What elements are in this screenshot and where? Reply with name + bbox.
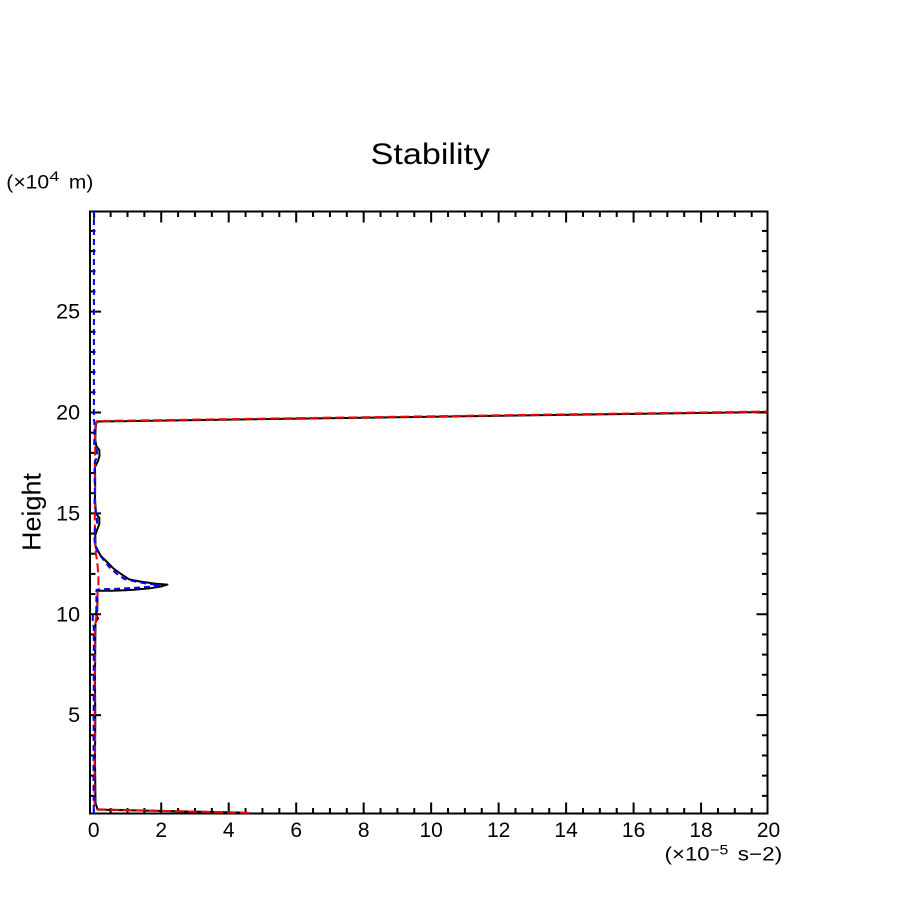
svg-text:5: 5 bbox=[68, 703, 80, 727]
svg-text:25: 25 bbox=[56, 300, 80, 324]
svg-text:20: 20 bbox=[56, 401, 80, 425]
svg-text:(×10: (×10 bbox=[6, 172, 49, 193]
svg-text:s−2): s−2) bbox=[738, 845, 782, 866]
svg-text:0: 0 bbox=[88, 819, 100, 842]
svg-text:14: 14 bbox=[554, 819, 578, 842]
svg-text:10: 10 bbox=[56, 602, 80, 626]
svg-text:−5: −5 bbox=[710, 842, 728, 858]
svg-text:4: 4 bbox=[223, 819, 235, 842]
svg-text:Stability: Stability bbox=[371, 138, 490, 171]
svg-text:2: 2 bbox=[155, 819, 167, 842]
svg-text:10: 10 bbox=[419, 819, 442, 842]
svg-text:16: 16 bbox=[622, 819, 645, 842]
svg-text:20: 20 bbox=[757, 819, 780, 842]
svg-text:12: 12 bbox=[487, 819, 510, 842]
svg-text:Height: Height bbox=[17, 472, 47, 551]
svg-text:(×10: (×10 bbox=[665, 845, 710, 866]
svg-text:6: 6 bbox=[290, 819, 302, 842]
svg-text:15: 15 bbox=[56, 501, 80, 525]
svg-text:4: 4 bbox=[49, 168, 59, 184]
svg-text:18: 18 bbox=[689, 819, 712, 842]
svg-text:8: 8 bbox=[358, 819, 370, 842]
svg-text:m): m) bbox=[69, 172, 93, 193]
